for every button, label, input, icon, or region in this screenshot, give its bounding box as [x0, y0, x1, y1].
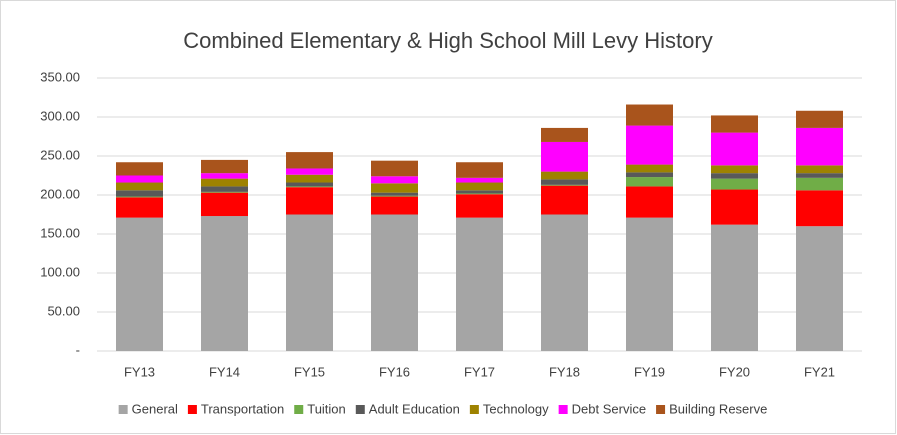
bar-segment: [711, 165, 758, 174]
legend-swatch: [118, 405, 128, 414]
legend-label: Technology: [483, 401, 549, 416]
bar-segment: [201, 192, 248, 217]
bar-segment: [796, 127, 843, 166]
bar-segment: [456, 193, 503, 195]
bar-segment: [371, 183, 418, 193]
y-tick-label: 300.00: [40, 108, 80, 123]
y-tick-label: 50.00: [47, 303, 80, 318]
x-tick-label: FY15: [294, 364, 325, 379]
y-tick-label: 350.00: [40, 69, 80, 84]
x-tick-label: FY21: [804, 364, 835, 379]
bar-segment: [541, 179, 588, 185]
bar-segment: [796, 190, 843, 227]
legend-swatch: [558, 405, 568, 414]
bar-segment: [626, 217, 673, 351]
bar-segment: [711, 224, 758, 351]
bar-segment: [541, 127, 588, 142]
bar-segment: [116, 196, 163, 198]
bar-segment: [201, 191, 248, 193]
bar-segment: [626, 177, 673, 187]
bar-segment: [371, 195, 418, 197]
bar-segment: [626, 125, 673, 165]
x-tick-label: FY18: [549, 364, 580, 379]
bar-segment: [116, 175, 163, 183]
legend-label: General: [132, 401, 178, 416]
bar-segment: [711, 189, 758, 225]
bar-segment: [116, 197, 163, 218]
bar-segment: [371, 192, 418, 196]
x-tick-label: FY20: [719, 364, 750, 379]
x-tick-label: FY16: [379, 364, 410, 379]
bar-segment: [626, 164, 673, 173]
legend-swatch: [187, 405, 197, 414]
bar-segment: [456, 190, 503, 194]
bar-segment: [201, 186, 248, 192]
bar-segment: [541, 141, 588, 172]
bar-segment: [796, 226, 843, 351]
bar-segment: [456, 177, 503, 183]
bar-segment: [541, 171, 588, 180]
bar-segment: [201, 178, 248, 187]
y-tick-label: -: [76, 342, 80, 357]
bar-segment: [711, 173, 758, 179]
x-tick-label: FY17: [464, 364, 495, 379]
bar-segment: [286, 214, 333, 351]
legend-swatch: [294, 405, 304, 414]
x-tick-label: FY13: [124, 364, 155, 379]
bar-segment: [796, 110, 843, 128]
bar-segment: [541, 214, 588, 351]
bar-segment: [796, 177, 843, 191]
bar-segment: [116, 190, 163, 197]
bar-segment: [456, 217, 503, 351]
bar-segment: [796, 173, 843, 178]
bar-segment: [371, 160, 418, 177]
legend-swatch: [469, 405, 479, 414]
legend-swatch: [656, 405, 666, 414]
x-tick-label: FY14: [209, 364, 240, 379]
bar-segment: [116, 217, 163, 351]
bar-segment: [286, 168, 333, 175]
bar-segment: [116, 182, 163, 191]
x-tick-label: FY19: [634, 364, 665, 379]
bar-segment: [286, 187, 333, 215]
bar-segment: [286, 182, 333, 187]
legend-label: Tuition: [307, 401, 346, 416]
bar-segment: [456, 162, 503, 178]
bar-segment: [541, 185, 588, 215]
bar-segment: [371, 196, 418, 215]
bar-segment: [711, 115, 758, 133]
bar-segment: [626, 104, 673, 126]
bar-segment: [201, 159, 248, 174]
bar-segment: [711, 132, 758, 166]
legend-label: Transportation: [201, 401, 284, 416]
bar-segment: [286, 152, 333, 169]
bar-segment: [201, 173, 248, 179]
legend-label: Adult Education: [369, 401, 460, 416]
bar-segment: [541, 184, 588, 186]
y-tick-label: 150.00: [40, 225, 80, 240]
bar-segment: [796, 165, 843, 174]
chart-title: Combined Elementary & High School Mill L…: [183, 28, 712, 53]
y-tick-label: 250.00: [40, 147, 80, 162]
y-tick-label: 100.00: [40, 264, 80, 279]
legend-label: Building Reserve: [669, 401, 767, 416]
bar-segment: [626, 172, 673, 178]
bar-segment: [371, 176, 418, 184]
bar-segment: [371, 214, 418, 351]
bar-segment: [626, 186, 673, 218]
bar-segment: [201, 216, 248, 351]
bar-segment: [456, 194, 503, 218]
bar-segment: [116, 162, 163, 176]
bar-segment: [286, 186, 333, 188]
bar-segment: [456, 182, 503, 191]
legend-swatch: [355, 405, 365, 414]
y-tick-label: 200.00: [40, 186, 80, 201]
bar-segment: [711, 178, 758, 190]
bar-segment: [286, 174, 333, 183]
legend-label: Debt Service: [572, 401, 646, 416]
